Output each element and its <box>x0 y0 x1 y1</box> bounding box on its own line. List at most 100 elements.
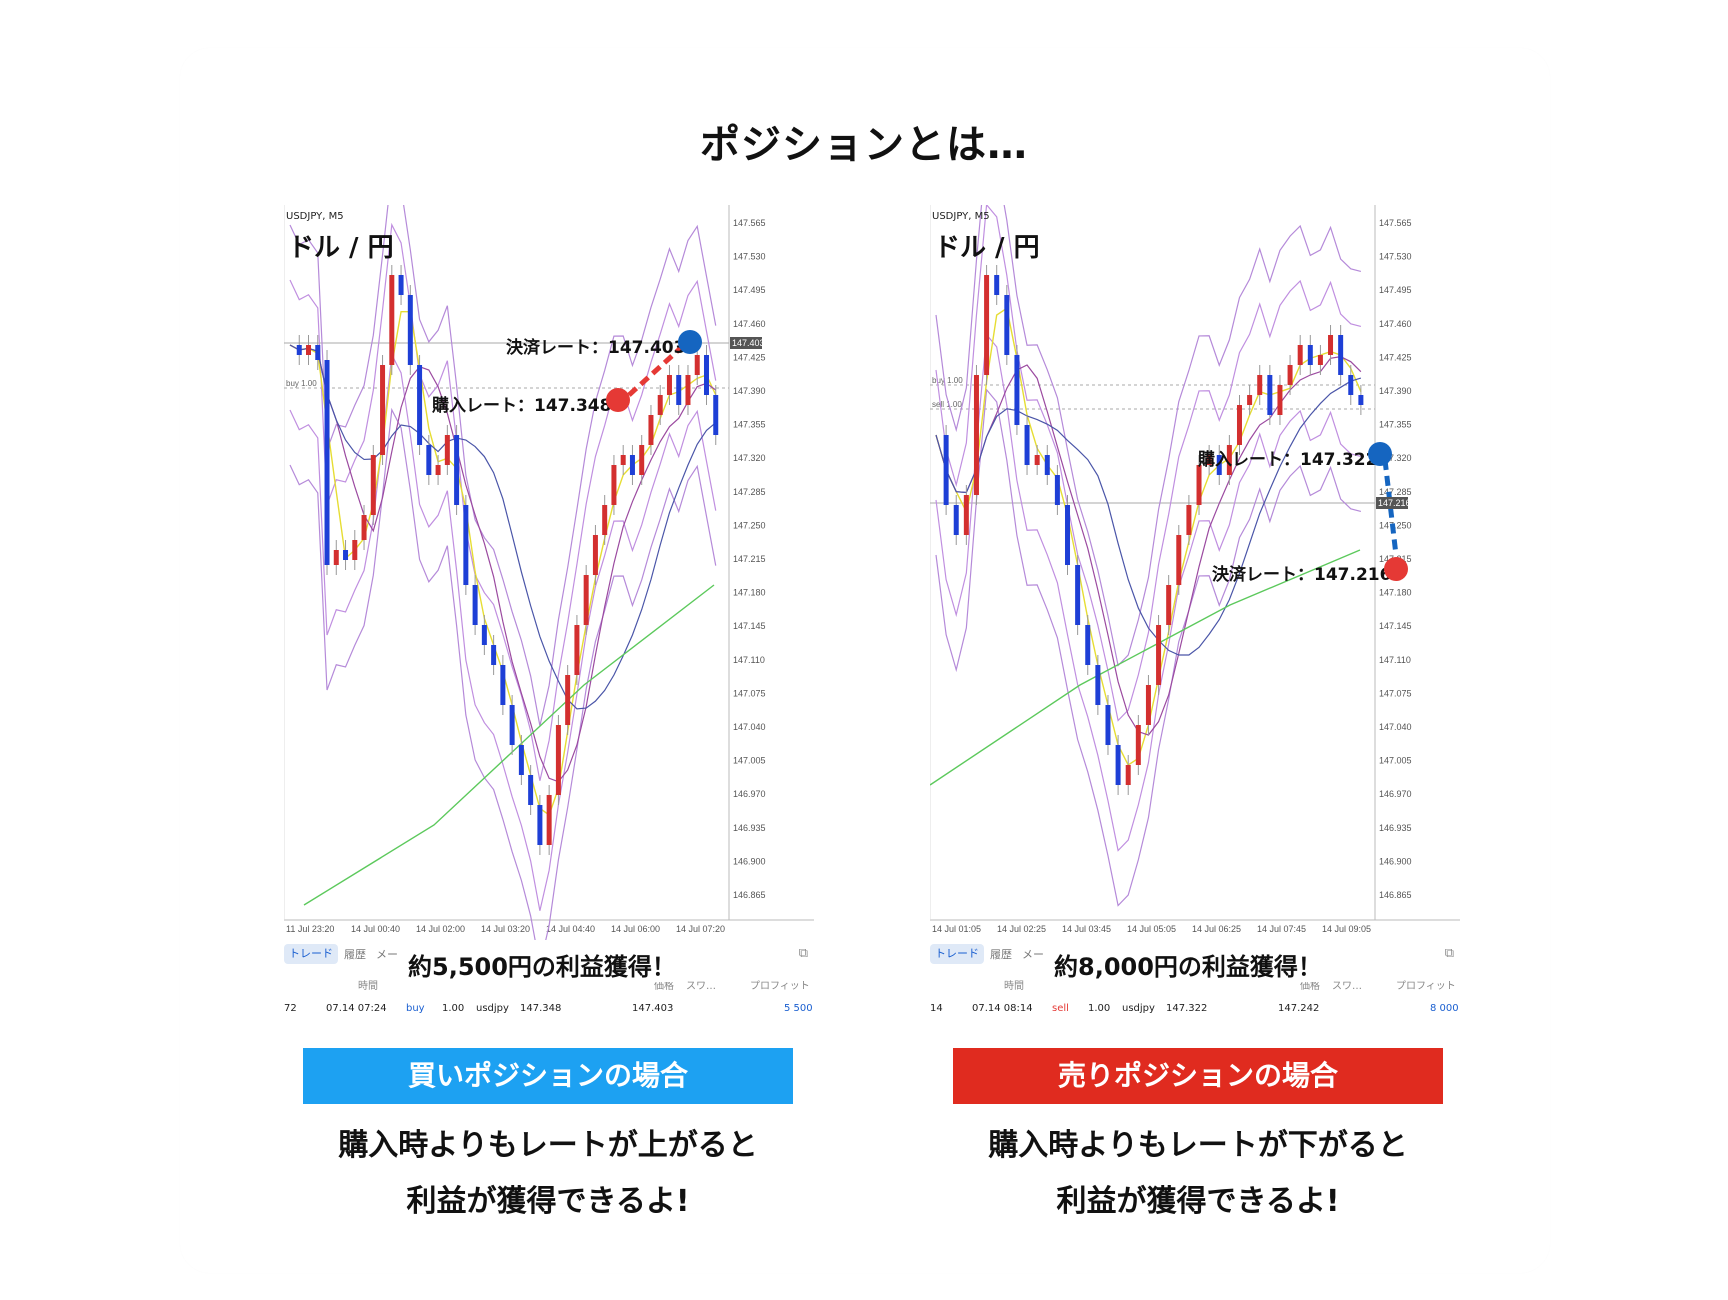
order-line-label: sell 1.00 <box>932 400 962 409</box>
row-volume: 1.00 <box>1088 1003 1111 1014</box>
header-swap: スワ… <box>1332 981 1362 992</box>
currency-pair-label: ドル / 円 <box>288 233 394 263</box>
profit-arrow <box>627 343 686 397</box>
x-tick-label: 14 Jul 00:40 <box>351 924 400 934</box>
candle-body <box>1236 405 1242 445</box>
layout-icon[interactable]: ⧉ <box>1444 946 1454 961</box>
candle-body <box>1105 705 1111 745</box>
tab-mail[interactable]: メー <box>376 948 398 961</box>
buy-position-banner: 買いポジションの場合 <box>303 1048 793 1104</box>
bollinger-band <box>935 205 1362 667</box>
buy-chart: 147.565 147.530 147.495 147.460 147.425 147.3… <box>284 205 814 940</box>
sell-chart: 147.565 147.530 147.495 147.460 147.425 147.3… <box>930 205 1460 940</box>
candle-body <box>555 725 561 795</box>
y-tick-label: 147.320 <box>733 453 766 463</box>
candle-body <box>1166 585 1172 625</box>
y-tick-label: 147.565 <box>1379 218 1412 228</box>
y-tick-label: 147.425 <box>1379 352 1412 362</box>
sell-position-banner: 売りポジションの場合 <box>953 1048 1443 1104</box>
buy-rate-marker <box>1368 442 1392 466</box>
candle-body <box>1054 475 1060 505</box>
moving-average-long <box>303 584 715 906</box>
tab-history[interactable]: 履歴 <box>990 948 1012 961</box>
row-symbol: usdjpy <box>1122 1003 1155 1014</box>
x-tick-label: 14 Jul 01:05 <box>932 924 981 934</box>
y-tick-label: 146.970 <box>733 789 766 799</box>
candle-body <box>648 415 654 445</box>
candle-body <box>1014 355 1020 425</box>
y-tick-label: 147.005 <box>733 756 766 766</box>
sell-chart-svg: 147.565 147.530 147.495 147.460 147.425 147.3… <box>930 205 1460 934</box>
x-tick-label: 14 Jul 02:25 <box>997 924 1046 934</box>
bollinger-band <box>289 407 717 940</box>
candle-body <box>1277 385 1283 415</box>
candle-body <box>398 275 404 295</box>
tab-trade[interactable]: トレード <box>930 944 984 964</box>
x-tick-label: 14 Jul 03:20 <box>481 924 530 934</box>
candle-body <box>1307 345 1313 365</box>
candle-body <box>1176 535 1182 585</box>
candle-body <box>1065 505 1071 565</box>
buy-description: 購入時よりもレートが上がると 利益が獲得できるよ! <box>268 1118 828 1230</box>
candle-body <box>953 505 959 535</box>
chart-symbol: USDJPY, M5 <box>286 211 344 222</box>
candle-body <box>463 505 469 585</box>
candle-body <box>435 465 441 475</box>
candle-body <box>973 375 979 495</box>
y-tick-label: 146.935 <box>733 823 766 833</box>
y-tick-label: 147.425 <box>733 352 766 362</box>
bollinger-band <box>289 222 717 781</box>
candle-body <box>1267 375 1273 415</box>
y-tick-label: 147.215 <box>733 554 766 564</box>
candle-body <box>546 795 552 845</box>
candle-body <box>1247 395 1253 405</box>
y-tick-label: 146.900 <box>1379 856 1412 866</box>
settle-rate-label: 決済レート：147.403 <box>506 338 686 358</box>
y-tick-label: 147.040 <box>733 722 766 732</box>
candle-body <box>1085 625 1091 665</box>
y-tick-label: 147.250 <box>733 520 766 530</box>
header-profit: プロフィット <box>750 981 810 992</box>
sell-position-panel: 147.565 147.530 147.495 147.460 147.425 147.3… <box>930 205 1460 1015</box>
candle-body <box>1095 665 1101 705</box>
y-tick-label: 147.495 <box>1379 285 1412 295</box>
price-tag <box>730 337 762 349</box>
candle-body <box>694 355 700 375</box>
candle-body <box>315 345 321 360</box>
moving-average-long <box>930 549 1361 786</box>
candle-body <box>620 455 626 465</box>
candle-body <box>629 455 635 475</box>
y-tick-label: 147.180 <box>1379 588 1412 598</box>
y-tick-label: 147.565 <box>733 218 766 228</box>
tab-history[interactable]: 履歴 <box>344 948 366 961</box>
candle-body <box>528 775 534 805</box>
row-open: 147.322 <box>1166 1003 1208 1014</box>
moving-average-slow <box>289 344 717 710</box>
candle-body <box>685 375 691 405</box>
row-time: 07.14 08:14 <box>972 1003 1033 1014</box>
candle-body <box>537 805 543 845</box>
terminal-tabs: トレード 履歴 メー ⧉ 時間 価格 スワ… プロフィット 14 07.14 0… <box>930 940 1460 1015</box>
y-tick-label: 147.530 <box>733 252 766 262</box>
candle-body <box>1145 685 1151 725</box>
candle-body <box>592 535 598 575</box>
y-tick-label: 147.110 <box>733 655 765 665</box>
settle-rate-marker <box>678 330 702 354</box>
candle-body <box>1075 565 1081 625</box>
tab-trade[interactable]: トレード <box>284 944 338 964</box>
candle-body <box>994 275 1000 295</box>
y-tick-label: 147.390 <box>733 386 766 396</box>
row-id: 72 <box>284 1003 297 1014</box>
tab-mail[interactable]: メー <box>1022 948 1044 961</box>
candle-body <box>509 705 515 745</box>
candle-body <box>1287 365 1293 385</box>
row-open: 147.348 <box>520 1003 562 1014</box>
candle-body <box>333 550 339 565</box>
candle-body <box>352 540 358 560</box>
candle-body <box>417 365 423 445</box>
candle-body <box>943 435 949 505</box>
header-time: 時間 <box>358 981 378 992</box>
layout-icon[interactable]: ⧉ <box>798 946 808 961</box>
bollinger-band <box>935 333 1362 852</box>
order-line-label: buy 1.00 <box>286 379 317 388</box>
